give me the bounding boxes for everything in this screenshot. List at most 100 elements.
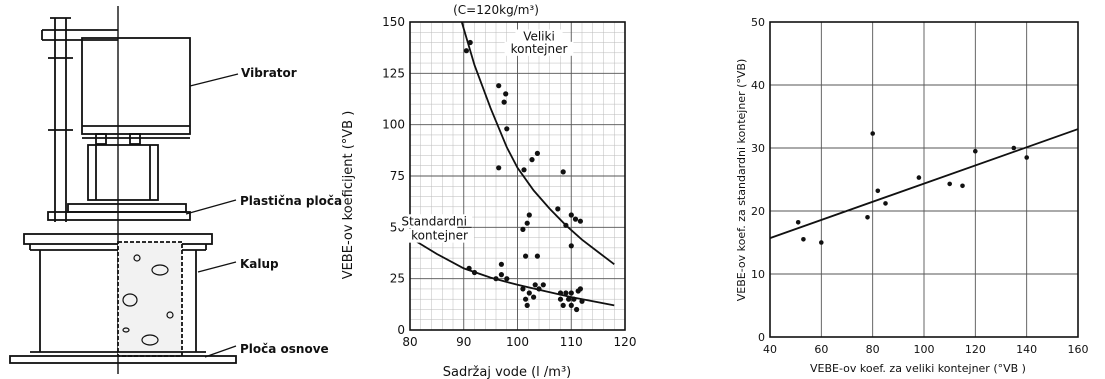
y-tick-label: 150 [382,15,405,29]
chart-1-axes [409,21,626,331]
data-point [504,276,510,282]
data-point [521,167,527,173]
x-tick-label: 90 [456,335,471,349]
data-point [526,212,532,218]
chart-2-grid [769,21,1079,338]
data-point [557,296,564,302]
concrete-fill [117,241,183,357]
data-point [577,286,584,292]
chart-2-tick-labels: 40 60 80 100 120 140 160 0 10 20 30 40 50 [751,16,1089,356]
aggregate-stones [122,254,174,346]
data-point [504,126,510,132]
data-point [865,215,870,220]
y-tick-label: 125 [382,66,405,80]
data-point [568,302,574,308]
annotation-label: kontejner [411,229,468,243]
data-point [572,216,579,222]
chart-1-grid [409,21,626,331]
chart-1-x-label: Sadržaj vode (l /m³) [443,365,572,379]
data-point [523,296,529,302]
data-point [540,282,546,288]
data-point [471,269,478,276]
data-point [534,150,541,156]
data-point [563,222,569,228]
leader-line [197,261,237,273]
annotation-bg [504,41,574,56]
y-tick-label: 40 [751,79,765,92]
data-point [568,290,574,296]
aggregate-stone [133,254,141,262]
data-point [560,169,566,175]
annotation-label: Standardni [401,214,467,228]
data-point [947,181,952,187]
aggregate-stone [141,334,159,346]
x-tick-label: 40 [763,343,777,356]
vibrator-body [81,37,191,135]
leader-line [204,345,237,358]
y-tick-label: 10 [751,268,765,281]
chart-1-tick-labels: 80901001101200255075100125150 [382,15,636,349]
chart-2-y-label: VEBE-ov koef. za standardni kontejner (°… [735,59,748,301]
aggregate-stone [166,311,174,319]
annotation-label: kontejner [511,42,568,56]
data-point [529,157,535,163]
data-point [1024,155,1029,160]
data-point [520,226,526,232]
data-point [563,290,569,296]
data-point [883,201,888,206]
x-tick-label: 120 [965,343,986,356]
series-line [770,128,1078,239]
data-point [875,188,881,194]
plot-frame [769,21,1079,338]
chart-1-points [463,39,585,313]
data-point [568,243,574,249]
data-point [555,206,561,212]
x-tick-label: 140 [1016,343,1037,356]
data-point [557,290,564,296]
data-point [973,148,978,154]
chart-2-points [795,131,1029,245]
y-tick-label: 25 [390,272,405,286]
series-line [460,22,615,266]
data-point [1011,145,1017,151]
data-point [801,237,806,242]
leader-line [185,199,237,215]
aggregate-stone [151,264,169,276]
y-tick-label: 0 [758,331,765,344]
plastic-plate [67,203,187,213]
data-point [795,220,801,225]
data-point [960,183,965,189]
vebe-vs-water-chart: (C=120kg/m³) 809010011012002550751001251… [341,3,636,379]
apparatus-labels: Vibrator Plastična ploča Kalup Ploča osn… [240,66,342,356]
y-tick-label: 50 [751,16,765,29]
data-point [526,290,532,296]
annotation-label: Veliki [523,29,555,43]
data-point [498,261,504,267]
annotation-bg [405,228,474,243]
x-tick-label: 100 [914,343,935,356]
annotation-bg [396,214,473,229]
data-point [536,286,542,292]
data-point [463,48,469,54]
data-point [467,39,473,46]
data-point [496,165,502,171]
aggregate-stone [122,327,130,333]
data-point [520,286,526,292]
chart-1-curves [410,22,615,307]
y-tick-label: 75 [390,169,405,183]
data-point [523,253,529,259]
mold-label: Kalup [240,257,279,271]
x-tick-label: 100 [506,335,529,349]
chart-2-x-label: VEBE-ov koef. za veliki kontejner (°VB ) [810,362,1026,375]
y-tick-label: 0 [397,323,405,337]
x-tick-label: 160 [1068,343,1089,356]
data-point [524,220,530,226]
data-point [566,296,572,302]
chart-2-axes [769,21,1079,338]
spring-column [87,144,159,201]
leader-line [189,73,239,87]
data-point [574,306,580,313]
chart-2-trend-line [770,128,1078,239]
annotation-bg [515,29,563,44]
